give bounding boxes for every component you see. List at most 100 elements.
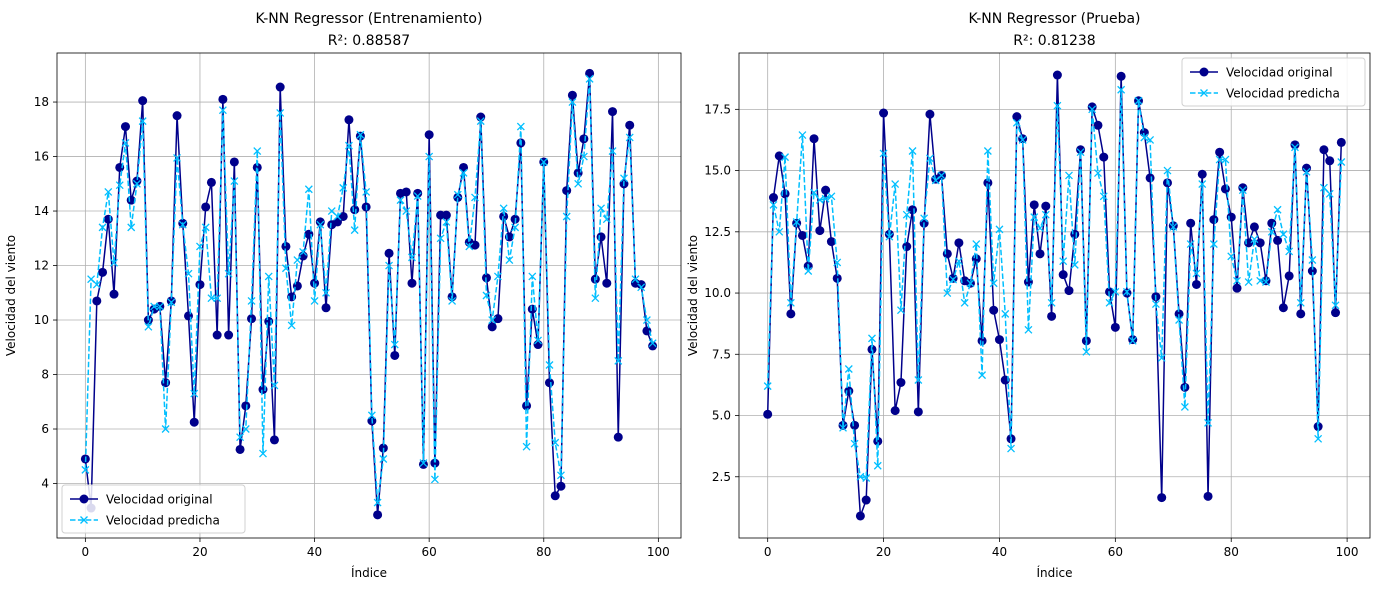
data-point-predicted [1180,402,1189,411]
data-point-predicted [390,340,399,349]
data-point-predicted [241,425,250,433]
data-point-original [861,495,871,505]
data-point-original [556,481,566,491]
data-point-predicted [545,361,554,369]
y-tick-label: 17.5 [704,102,731,116]
y-tick-label: 10.0 [704,286,731,300]
data-point-predicted [150,302,159,311]
data-point-predicted [167,298,176,307]
legend-item-original: Velocidad original [1190,66,1333,80]
data-point-predicted [885,232,894,241]
data-point-predicted [1337,158,1346,166]
data-point-predicted [1122,287,1131,296]
legend-label: Velocidad predicha [106,514,220,528]
data-point-predicted [862,474,871,482]
data-point-predicted [476,117,485,126]
data-point-predicted [1273,205,1282,214]
data-point-predicted [648,339,657,348]
data-point-original [625,120,635,130]
data-point-original [373,510,383,520]
data-point-predicted [574,179,583,188]
data-point-original [989,305,999,315]
data-point-predicted [184,269,193,278]
data-point-predicted [1192,269,1201,278]
data-point-original [132,176,142,186]
data-point-predicted [511,223,520,232]
data-point-predicted [1285,247,1294,256]
data-point-predicted [1331,301,1340,310]
data-point-original [1203,491,1213,501]
data-point-original [229,157,239,167]
data-point-predicted [625,133,634,142]
data-point-predicted [287,321,296,330]
data-point-predicted [908,147,917,155]
data-point-predicted [844,365,853,373]
data-point-original [269,435,279,445]
plot-area [763,70,1346,521]
data-point-original [902,242,912,252]
chart-subtitle: R²: 0.81238 [1013,33,1095,49]
data-point-original [579,134,589,144]
data-point-predicted [1053,101,1062,110]
data-point-predicted [293,256,302,265]
data-point-original [602,278,612,288]
data-point-original [459,162,469,172]
legend-item-predicted: Velocidad predicha [70,514,220,528]
data-point-predicted [1186,240,1195,249]
data-point-predicted [110,258,118,267]
data-point-original [977,336,987,346]
data-point-predicted [396,196,405,205]
data-point-predicted [402,207,411,215]
data-point-predicted [763,382,772,391]
data-point-predicted [804,267,813,275]
data-point-predicted [1233,276,1241,285]
data-point-predicted [551,438,560,447]
data-point-predicted [914,376,923,384]
data-point-predicted [1169,222,1178,231]
data-point-predicted [585,74,594,83]
data-point-predicted [516,122,525,131]
x-tick-label: 60 [1108,545,1123,559]
data-point-predicted [1291,143,1299,152]
data-point-predicted [247,296,256,305]
data-point-original [954,238,964,248]
series-line-original [84,73,654,515]
data-point-original [1029,200,1039,210]
data-point-original [218,94,228,104]
data-point-original [1174,309,1184,319]
data-point-original [648,341,658,351]
data-point-predicted [1157,354,1166,362]
data-point-original [1255,238,1265,248]
data-point-predicted [436,234,445,243]
data-point-original [92,296,102,306]
data-point-predicted [322,288,330,297]
data-point-original [1012,112,1022,122]
data-point-predicted [868,334,876,343]
data-point-original [1064,286,1074,296]
x-tick-label: 40 [992,545,1007,559]
data-point-original [1110,322,1120,332]
data-point-predicted [1018,135,1027,144]
data-point-predicted [1030,213,1039,222]
data-point-predicted [430,475,439,484]
data-point-original [1058,270,1068,280]
data-point-predicted [1227,252,1236,261]
data-point-predicted [954,257,963,266]
data-point-predicted [471,193,479,202]
data-point-original [826,237,836,247]
data-point-predicted [591,294,600,303]
data-point-original [1047,311,1057,321]
y-tick-label: 6 [41,422,49,436]
data-point-predicted [602,215,611,224]
data-point-original [1296,309,1306,319]
data-point-predicted [983,147,992,155]
data-point-original [585,68,595,78]
data-point-original [942,249,952,259]
data-point-original [418,459,428,469]
data-point-predicted [344,141,353,150]
data-point-predicted [350,226,359,235]
data-point-original [873,436,883,446]
data-point-predicted [972,240,981,249]
data-point-predicted [81,465,90,474]
